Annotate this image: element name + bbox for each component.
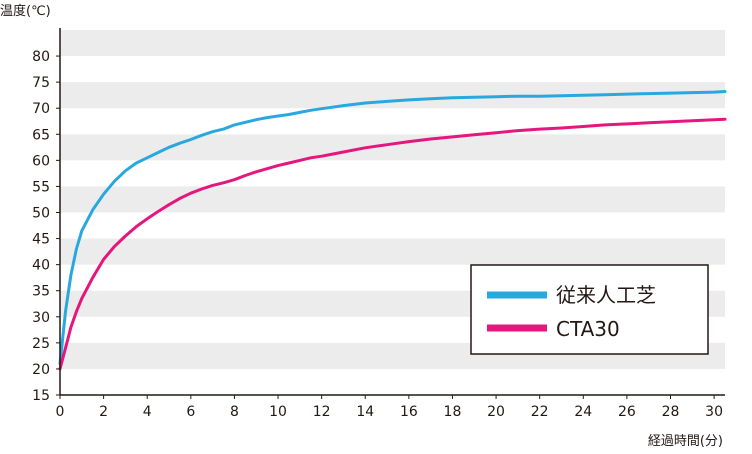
y-tick-label: 50 xyxy=(32,206,50,222)
x-tick-label: 12 xyxy=(313,404,331,420)
grid-band xyxy=(60,30,725,57)
y-tick-labels: 15 20 25 30 35 40 45 50 55 60 65 70 75 80 xyxy=(32,49,60,404)
x-tick-label: 26 xyxy=(618,404,636,420)
y-tick-label: 40 xyxy=(32,258,50,274)
y-tick-label: 15 xyxy=(32,388,50,404)
legend: 従来人工芝 CTA30 xyxy=(470,264,709,355)
x-axis-title: 経過時間(分) xyxy=(648,434,723,449)
series-lines xyxy=(58,90,727,371)
legend-box xyxy=(470,264,709,355)
y-tick-label: 60 xyxy=(32,153,50,169)
x-tick-label: 16 xyxy=(400,404,418,420)
y-tick-label: 70 xyxy=(32,101,50,117)
x-tick-label: 4 xyxy=(143,404,152,420)
series-line-conventional xyxy=(58,90,727,366)
x-tick-label: 28 xyxy=(662,404,680,420)
grid-band xyxy=(60,134,725,161)
y-axis-title: 温度(℃) xyxy=(0,3,51,19)
y-tick-label: 30 xyxy=(32,310,50,326)
axes xyxy=(59,28,725,396)
x-tick-label: 24 xyxy=(574,404,592,420)
y-tick-label: 65 xyxy=(32,127,50,143)
y-tick-label: 20 xyxy=(32,362,50,378)
legend-label-conventional: 従来人工芝 xyxy=(556,283,656,307)
x-tick-label: 2 xyxy=(99,404,108,420)
x-tick-label: 8 xyxy=(230,404,239,420)
x-tick-label: 30 xyxy=(705,404,723,420)
x-tick-label: 18 xyxy=(444,404,462,420)
y-tick-label: 80 xyxy=(32,49,50,65)
series-line-cta30 xyxy=(58,117,727,371)
x-tick-label: 14 xyxy=(356,404,374,420)
legend-label-cta30: CTA30 xyxy=(556,317,620,341)
x-tick-label: 0 xyxy=(56,404,65,420)
y-tick-label: 25 xyxy=(32,336,50,352)
grid-band xyxy=(60,186,725,213)
x-tick-label: 22 xyxy=(531,404,549,420)
x-tick-label: 6 xyxy=(186,404,195,420)
y-tick-label: 75 xyxy=(32,75,50,91)
y-tick-label: 45 xyxy=(32,232,50,248)
x-tick-labels: 0 2 4 6 8 10 12 14 16 18 20 22 24 26 28 30 xyxy=(56,395,723,420)
x-tick-label: 10 xyxy=(269,404,287,420)
grid-band xyxy=(60,238,725,265)
y-tick-label: 35 xyxy=(32,284,50,300)
y-tick-label: 55 xyxy=(32,179,50,195)
x-tick-label: 20 xyxy=(487,404,505,420)
